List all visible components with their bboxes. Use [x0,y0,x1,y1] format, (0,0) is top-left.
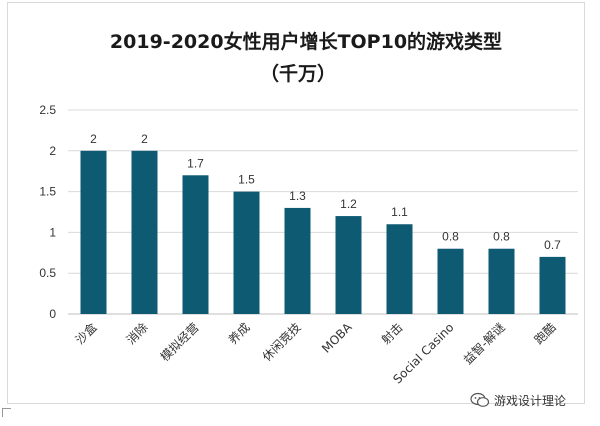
x-tick-label: 消除 [123,320,151,348]
x-tick-label: 沙盒 [72,320,100,348]
data-label: 1.3 [289,189,306,203]
data-label: 0.8 [442,230,459,244]
wechat-icon [470,392,490,408]
y-tick-label: 0.5 [39,266,56,280]
x-tick-label: 休闲竞技 [260,320,304,364]
bar [539,256,566,314]
data-label: 0.8 [493,230,510,244]
data-label: 1.7 [187,156,204,170]
bar [488,248,515,314]
y-tick-label: 2.5 [39,103,56,117]
data-label: 0.7 [544,238,561,252]
bar [335,216,362,314]
y-tick-label: 2 [49,144,56,158]
y-tick-label: 0 [49,307,56,321]
y-axis-ticks: 0 0.5 1 1.5 2 2.5 [39,103,56,321]
bar [386,224,413,314]
chart-title: 2019-2020女性用户增长TOP10的游戏类型 [110,30,502,53]
y-tick-label: 1 [49,225,56,239]
data-label: 1.5 [238,173,255,187]
y-tick-label: 1.5 [39,185,56,199]
data-label: 1.1 [391,205,408,219]
bar [437,248,464,314]
watermark-text: 游戏设计理论 [494,393,567,408]
bar [284,207,311,314]
bar [80,150,107,314]
bar [131,150,158,314]
data-label: 2 [141,132,148,146]
x-tick-label: 跑酷 [532,320,559,347]
bar [182,175,209,314]
watermark: 游戏设计理论 [470,390,566,410]
corner-mark [2,408,11,417]
x-tick-label: MOBA [319,320,355,356]
x-tick-label: 养成 [225,320,253,348]
data-label: 2 [90,132,97,146]
bars [80,150,566,314]
x-tick-label: 益智-解谜 [460,320,508,368]
data-labels: 2 2 1.7 1.5 1.3 1.2 1.1 0.8 0.8 0.7 [90,132,561,252]
bar [233,191,260,314]
chart-subtitle: （千万） [260,62,336,85]
x-tick-label: 射击 [378,320,406,348]
data-label: 1.2 [340,197,357,211]
x-tick-label: 模拟经营 [158,320,202,364]
